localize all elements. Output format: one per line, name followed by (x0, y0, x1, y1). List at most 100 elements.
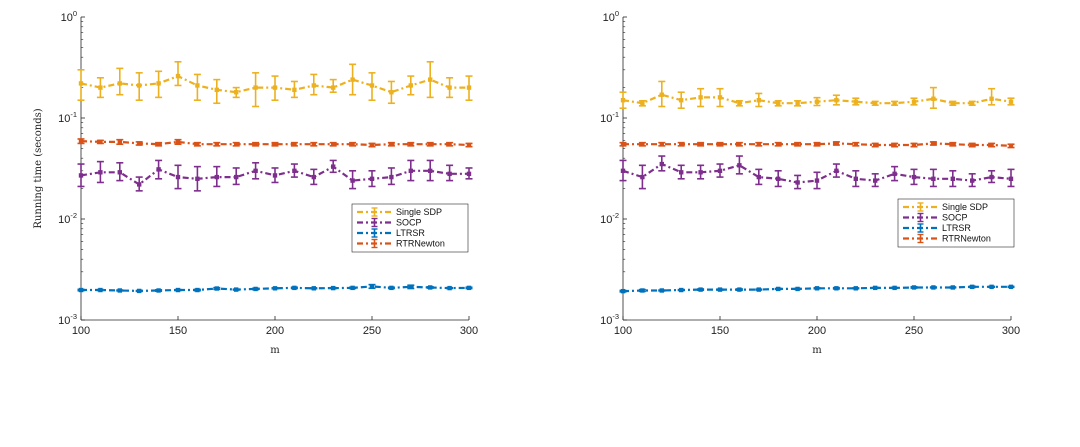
data-point (620, 98, 626, 103)
error-bar (988, 142, 996, 148)
data-point (853, 99, 858, 104)
error-bar (387, 141, 395, 147)
error-bar (988, 87, 996, 106)
error-bar (290, 285, 298, 291)
error-bar (387, 167, 395, 186)
error-bar (193, 287, 201, 293)
data-point (950, 101, 955, 106)
series-line (80, 140, 470, 147)
error-bar (387, 285, 395, 291)
error-bar (929, 141, 937, 146)
error-bar (949, 285, 957, 290)
data-point (989, 284, 994, 290)
error-bar (949, 100, 957, 106)
error-bar (813, 141, 821, 147)
data-point (931, 176, 936, 182)
data-point (853, 142, 858, 147)
data-point (795, 286, 800, 292)
x-tick-label: 150 (711, 325, 729, 337)
error-bar (174, 164, 182, 190)
data-point (853, 286, 858, 291)
data-point (234, 142, 239, 147)
data-point (1008, 143, 1014, 149)
data-point (970, 178, 975, 183)
data-point (447, 171, 452, 177)
legend-label: LTRSR (396, 228, 425, 238)
data-point (78, 81, 84, 86)
error-bar (813, 286, 821, 291)
error-bar (832, 94, 840, 106)
error-bar (638, 164, 646, 190)
legend-item-rtrnewton: RTRNewton (903, 234, 991, 244)
error-bar (310, 141, 318, 147)
error-bar (794, 174, 802, 190)
series-rtrnewton (77, 138, 473, 148)
data-point (98, 170, 103, 175)
error-bar (697, 141, 705, 147)
error-bar (349, 63, 357, 96)
data-point (195, 142, 200, 147)
data-point (195, 176, 200, 182)
data-point (717, 287, 723, 292)
error-bar (774, 286, 782, 292)
error-bar (697, 287, 705, 292)
legend-label: Single SDP (396, 207, 442, 217)
error-bar (988, 170, 996, 184)
error-bar (794, 286, 802, 292)
legend-label: SOCP (942, 213, 968, 223)
data-point (659, 142, 664, 147)
data-point (214, 87, 219, 93)
data-point (989, 96, 994, 101)
error-bar (774, 100, 782, 107)
error-bar (116, 162, 124, 182)
error-bar (213, 141, 221, 147)
data-point (234, 90, 239, 95)
error-bar (677, 141, 685, 147)
data-point (466, 171, 472, 177)
data-point (931, 96, 936, 101)
x-axis-label: m (812, 345, 822, 356)
data-point (428, 77, 433, 82)
y-axis-label: Running time (seconds) (33, 108, 44, 228)
data-point (931, 141, 936, 146)
error-bar (929, 168, 937, 188)
y-tick-label: 10-2 (600, 211, 619, 226)
error-bar (832, 141, 840, 146)
data-point (466, 85, 472, 90)
error-bar (755, 168, 763, 186)
data-point (447, 85, 452, 90)
error-bar (949, 141, 957, 147)
data-point (369, 142, 375, 148)
error-bar (910, 168, 918, 186)
data-point (156, 81, 161, 86)
data-point (350, 285, 355, 291)
data-point (369, 176, 375, 182)
error-bar (465, 75, 473, 102)
error-bar (910, 142, 918, 148)
error-bar (968, 284, 976, 290)
data-point (78, 173, 84, 178)
error-bar (735, 155, 743, 175)
error-bar (968, 142, 976, 148)
chart-panel-1: 100 150 200 250 300 100 10-1 10-2 10-3 m Running t… (33, 9, 478, 356)
data-point (931, 285, 936, 290)
data-point (834, 286, 839, 291)
data-point (447, 285, 452, 291)
error-bar (929, 285, 937, 290)
data-point (698, 142, 703, 147)
error-bar (155, 141, 163, 147)
y-tick-label: 10-3 (58, 312, 77, 327)
x-tick-label: 300 (1002, 325, 1020, 337)
x-tick-label: 250 (363, 325, 381, 337)
error-bar (368, 283, 376, 290)
error-bar (968, 173, 976, 188)
data-point (137, 83, 142, 88)
error-bar (155, 159, 163, 180)
error-bar (697, 164, 705, 180)
data-point (408, 142, 413, 147)
legend-item-single-sdp: Single SDP (357, 207, 442, 217)
data-point (311, 142, 316, 147)
data-point (175, 287, 181, 293)
data-point (1008, 284, 1014, 290)
